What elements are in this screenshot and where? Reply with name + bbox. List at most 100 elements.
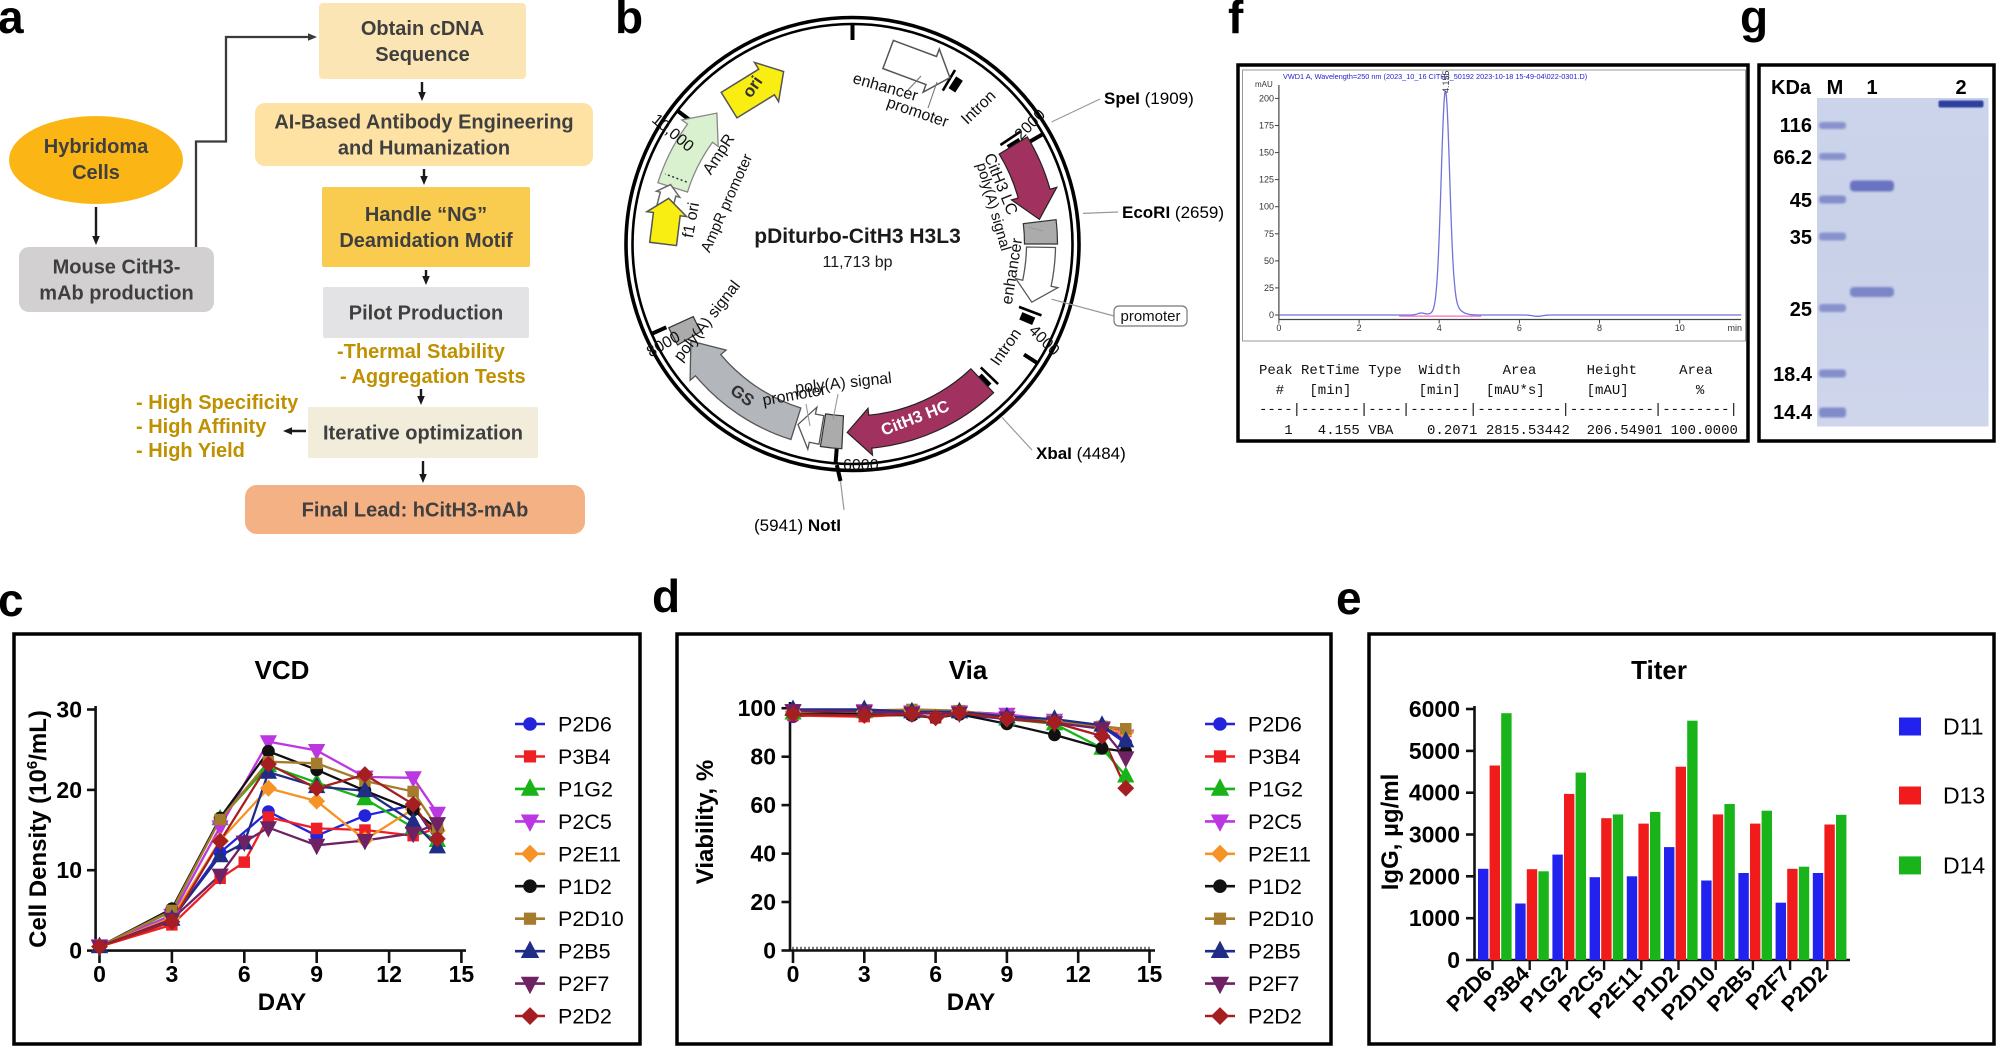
svg-text:0: 0 [1276, 323, 1281, 333]
svg-text:M: M [1827, 77, 1844, 99]
svg-text:0: 0 [763, 938, 776, 964]
svg-text:P2E11: P2E11 [558, 842, 621, 866]
svg-text:and Humanization: and Humanization [338, 137, 510, 159]
svg-text:P2D2: P2D2 [1248, 1005, 1302, 1029]
svg-text:P2D6: P2D6 [1248, 713, 1302, 737]
svg-text:4000: 4000 [1409, 780, 1460, 806]
svg-text:20: 20 [750, 889, 776, 915]
svg-text:P3B4: P3B4 [1248, 745, 1301, 769]
svg-text:6: 6 [929, 961, 942, 987]
svg-text:Handle “NG”: Handle “NG” [365, 204, 487, 226]
svg-text:25: 25 [1790, 299, 1812, 321]
svg-text:0: 0 [93, 961, 106, 987]
svg-text:5000: 5000 [1409, 738, 1460, 764]
svg-text:Peak RetTime Type Width A: Peak RetTime Type Width Area Height Area [1259, 363, 1729, 379]
svg-text:- High Specificity: - High Specificity [136, 392, 299, 414]
svg-text:40: 40 [750, 841, 776, 867]
svg-text:Viability, %: Viability, % [692, 760, 719, 885]
svg-text:P1D2: P1D2 [1248, 875, 1302, 899]
svg-text:35: 35 [1790, 227, 1812, 249]
svg-text:Final Lead: hCitH3-mAb: Final Lead: hCitH3-mAb [302, 500, 529, 522]
svg-text:9: 9 [310, 961, 323, 987]
svg-text:0: 0 [1447, 947, 1460, 973]
svg-text:c: c [0, 574, 24, 626]
svg-text:VCD: VCD [255, 655, 310, 685]
svg-text:P1G2: P1G2 [558, 777, 613, 801]
svg-text:pDiturbo-CitH3 H3L3: pDiturbo-CitH3 H3L3 [754, 225, 961, 248]
svg-text:D11: D11 [1943, 714, 1984, 740]
svg-text:0: 0 [69, 938, 82, 964]
svg-text:2000: 2000 [1409, 863, 1460, 889]
svg-text:6: 6 [1517, 323, 1522, 333]
svg-text:promoter: promoter [1120, 308, 1180, 325]
svg-text:min: min [1727, 323, 1742, 333]
svg-text:Cells: Cells [72, 162, 120, 184]
svg-text:3: 3 [166, 961, 179, 987]
svg-text:125: 125 [1259, 175, 1274, 185]
svg-text:AI-Based Antibody Engineering: AI-Based Antibody Engineering [274, 112, 573, 134]
svg-text:Sequence: Sequence [375, 44, 469, 66]
svg-text:10: 10 [1675, 323, 1685, 333]
svg-text:60: 60 [750, 792, 776, 818]
svg-text:12: 12 [1065, 961, 1091, 987]
svg-text:4: 4 [1437, 323, 1442, 333]
svg-text:6000: 6000 [1409, 696, 1460, 722]
svg-text:XbaI (4484): XbaI (4484) [1036, 444, 1126, 463]
svg-text:9: 9 [1001, 961, 1014, 987]
svg-text:Hybridoma: Hybridoma [44, 136, 149, 158]
svg-text:20: 20 [56, 777, 82, 803]
svg-text:1: 1 [1866, 77, 1877, 99]
svg-text:15: 15 [1137, 961, 1163, 987]
svg-text:Titer: Titer [1631, 655, 1687, 685]
svg-text:Cell Density (106/mL): Cell Density (106/mL) [24, 710, 52, 948]
svg-text:IgG, µg/ml: IgG, µg/ml [1377, 774, 1404, 891]
svg-text:100: 100 [1259, 202, 1274, 212]
svg-text:75: 75 [1264, 229, 1274, 239]
svg-text:- Aggregation Tests: - Aggregation Tests [340, 366, 526, 388]
svg-text:15: 15 [449, 961, 475, 987]
svg-text:P1G2: P1G2 [1248, 777, 1303, 801]
svg-text:0: 0 [1269, 310, 1274, 320]
svg-text:# [min] [min] [mAU*: # [min] [min] [mAU*s] [mAU] % [1259, 383, 1705, 399]
svg-text:-Thermal Stability: -Thermal Stability [337, 341, 506, 363]
svg-text:D13: D13 [1943, 783, 1985, 809]
svg-text:200: 200 [1259, 93, 1274, 103]
svg-text:mAU: mAU [1255, 80, 1273, 89]
svg-text:Pilot Production: Pilot Production [349, 303, 503, 325]
svg-text:P2C5: P2C5 [1248, 810, 1302, 834]
svg-text:11,713 bp: 11,713 bp [823, 254, 893, 271]
svg-text:----|-------|----|-------|----: ----|-------|----|-------|----------|---… [1259, 402, 1738, 418]
svg-text:3: 3 [858, 961, 871, 987]
svg-text:50: 50 [1264, 256, 1274, 266]
svg-text:30: 30 [56, 697, 82, 723]
svg-text:P2D10: P2D10 [1248, 907, 1314, 931]
svg-text:- High Yield: - High Yield [136, 440, 245, 462]
svg-text:Obtain cDNA: Obtain cDNA [361, 18, 484, 40]
svg-text:4.155: 4.155 [1441, 70, 1451, 93]
svg-text:P2B5: P2B5 [1248, 940, 1301, 964]
svg-text:14.4: 14.4 [1773, 402, 1813, 424]
svg-text:116: 116 [1780, 115, 1812, 137]
svg-text:12: 12 [376, 961, 402, 987]
svg-text:DAY: DAY [947, 989, 995, 1016]
svg-text:VWD1 A, Wavelength=250 nm (202: VWD1 A, Wavelength=250 nm (2023_10_16 CI… [1283, 72, 1587, 81]
svg-text:P2E11: P2E11 [1248, 842, 1311, 866]
svg-text:Via: Via [949, 655, 988, 685]
svg-text:KDa: KDa [1771, 77, 1812, 99]
svg-text:a: a [0, 0, 24, 43]
svg-text:150: 150 [1259, 148, 1274, 158]
svg-text:EcoRI (2659): EcoRI (2659) [1122, 203, 1224, 222]
svg-text:SpeI (1909): SpeI (1909) [1104, 89, 1194, 108]
svg-text:3000: 3000 [1409, 822, 1460, 848]
svg-text:45: 45 [1790, 190, 1812, 212]
svg-text:Iterative optimization: Iterative optimization [323, 423, 523, 445]
svg-text:80: 80 [750, 744, 776, 770]
svg-text:2: 2 [1955, 77, 1966, 99]
svg-text:66.2: 66.2 [1773, 147, 1812, 169]
svg-text:P1D2: P1D2 [558, 875, 612, 899]
svg-text:2: 2 [1357, 323, 1362, 333]
svg-text:P2B5: P2B5 [558, 940, 611, 964]
svg-text:(5941) NotI: (5941) NotI [754, 516, 841, 535]
svg-text:P2C5: P2C5 [558, 810, 612, 834]
svg-text:P2D6: P2D6 [558, 713, 612, 737]
